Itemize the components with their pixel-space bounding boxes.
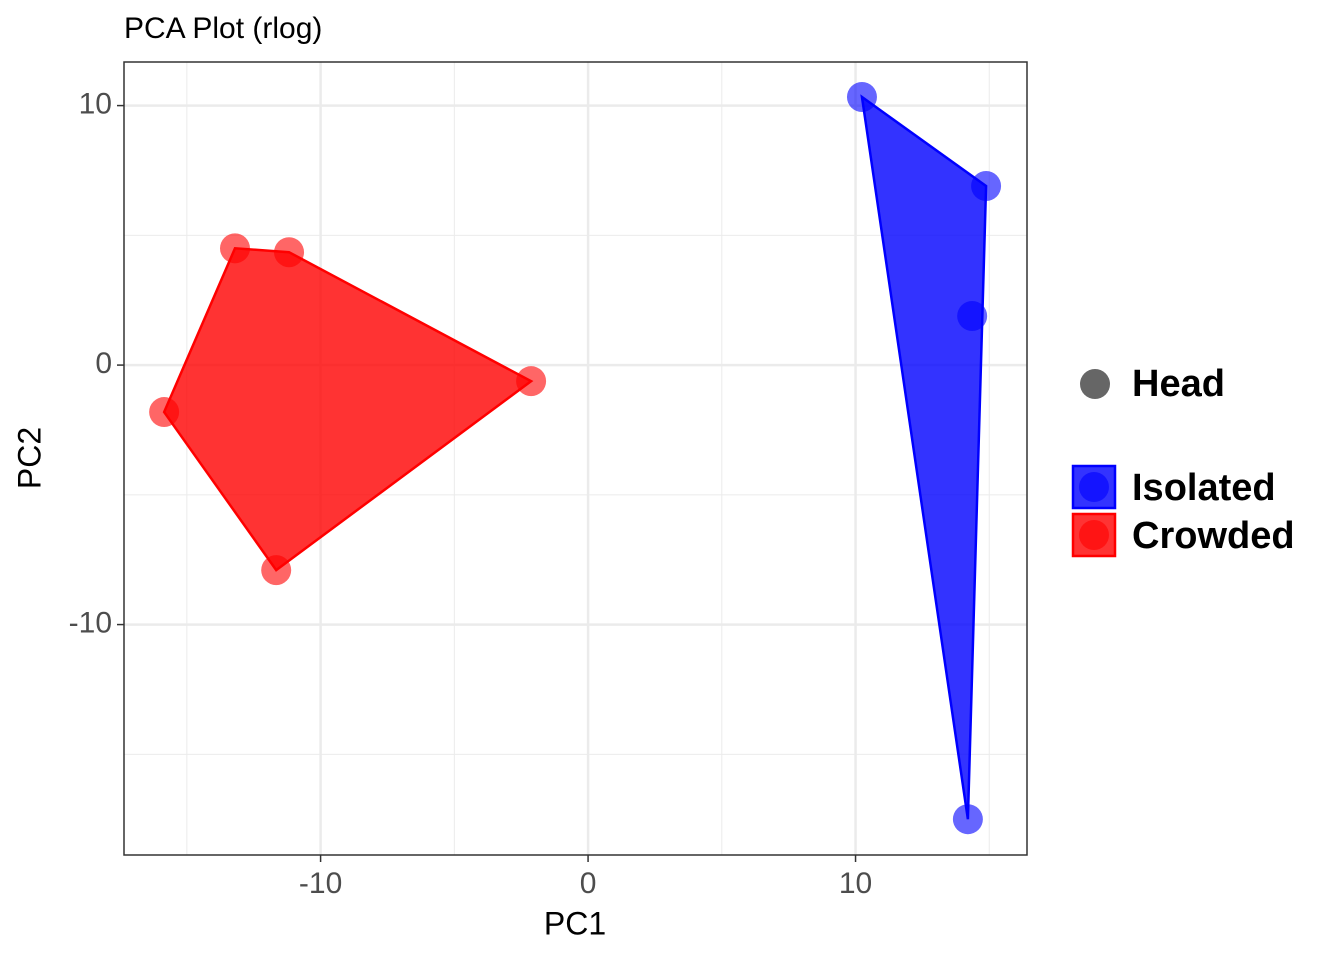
x-tick-label: -10 [299, 867, 342, 900]
point [274, 237, 305, 268]
x-tick-label: 0 [580, 867, 597, 900]
point [846, 82, 877, 113]
legend-label: Crowded [1132, 515, 1295, 557]
point [957, 301, 988, 332]
legend-label: Isolated [1132, 467, 1276, 509]
point [149, 397, 180, 428]
legend-key-point [1079, 472, 1109, 502]
point [516, 366, 547, 397]
x-tick-label: 10 [839, 867, 872, 900]
point [971, 171, 1002, 202]
x-axis-label: PC1 [544, 905, 606, 941]
y-tick-label: 10 [79, 88, 112, 121]
y-tick-label: 0 [95, 347, 112, 380]
panel-border [123, 61, 1028, 856]
legend-label: Head [1132, 363, 1225, 405]
point [261, 555, 292, 586]
point [952, 804, 983, 835]
legend-key-point [1079, 520, 1109, 550]
hull [860, 94, 988, 820]
chart-title: PCA Plot (rlog) [124, 12, 322, 45]
y-tick-label: -10 [69, 606, 112, 639]
legend-shape [1080, 369, 1110, 399]
hull [162, 247, 534, 572]
point [220, 233, 251, 264]
y-axis-label: PC2 [11, 427, 47, 489]
